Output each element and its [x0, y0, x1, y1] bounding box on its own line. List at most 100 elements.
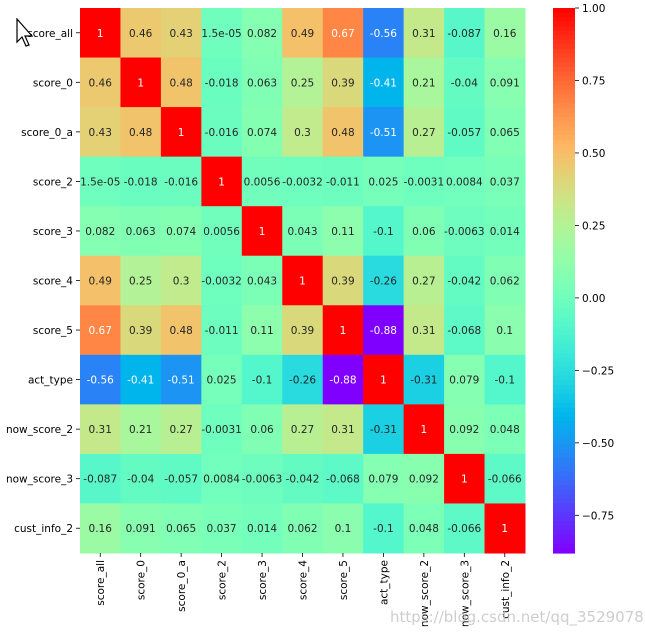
cell-annotation: -0.087	[83, 474, 117, 486]
cell-annotation: 0.062	[490, 276, 520, 288]
colorbar-segment	[553, 525, 575, 531]
heatmap-cell	[282, 57, 324, 108]
heatmap-cell	[403, 206, 445, 257]
colorbar-segment	[553, 216, 575, 223]
colorbar-segment	[553, 189, 575, 195]
colorbar-segment	[553, 434, 575, 441]
heatmap-cell	[160, 156, 202, 207]
colorbar-segment	[553, 135, 575, 141]
heatmap-cell	[160, 8, 202, 59]
colorbar-segment	[553, 398, 575, 404]
heatmap-cell	[120, 107, 162, 158]
colorbar-segment	[553, 375, 575, 382]
x-tick-label: score_5	[338, 560, 350, 600]
colorbar-segment	[553, 394, 575, 400]
cell-annotation: 0.065	[490, 127, 520, 139]
heatmap-cell	[80, 503, 121, 554]
cell-annotation: 0.1	[496, 325, 513, 337]
cell-annotation: 1	[97, 28, 104, 40]
colorbar-segment	[553, 8, 575, 14]
heatmap-cell	[201, 156, 243, 207]
heatmap-cell	[322, 305, 364, 356]
heatmap-cell	[241, 453, 283, 504]
cell-annotation: -0.31	[370, 424, 397, 436]
y-tick-label: act_type	[28, 375, 73, 387]
cell-annotation: 0.025	[207, 375, 237, 387]
heatmap-cell	[444, 503, 486, 554]
colorbar-segment	[553, 244, 575, 250]
colorbar-segment	[553, 176, 575, 182]
cell-annotation: 0.062	[287, 523, 317, 535]
colorbar-tick-label: −0.50	[582, 438, 614, 450]
cell-annotation: -0.56	[87, 375, 114, 387]
heatmap-cell	[322, 107, 364, 158]
cell-annotation: -0.087	[447, 28, 481, 40]
colorbar-segment	[553, 221, 575, 227]
colorbar-segment	[553, 198, 575, 204]
cell-annotation: 1.5e-05	[201, 28, 241, 40]
cell-annotation: 0.31	[331, 424, 354, 436]
colorbar-segment	[553, 335, 575, 341]
colorbar-segment	[553, 226, 575, 232]
heatmap-cell	[282, 107, 324, 158]
colorbar-segment	[553, 471, 575, 477]
colorbar-segment	[553, 412, 575, 418]
colorbar-segment	[553, 303, 575, 309]
cell-annotation: 0.091	[126, 523, 156, 535]
colorbar-segment	[553, 403, 575, 409]
cell-annotation: -0.0032	[201, 276, 242, 288]
colorbar-segment	[553, 430, 575, 436]
cell-annotation: -0.0063	[444, 226, 485, 238]
cell-annotation: 1	[461, 474, 468, 486]
heatmap-cell	[363, 305, 405, 356]
x-tick-label: now_score_2	[419, 560, 431, 627]
heatmap-cell	[120, 453, 162, 504]
colorbar-segment	[553, 207, 575, 213]
heatmap-cell	[322, 503, 364, 554]
colorbar-segment	[553, 67, 575, 73]
colorbar-segment	[553, 239, 575, 245]
colorbar-segment	[553, 280, 575, 286]
heatmap-cell	[80, 156, 121, 207]
cell-annotation: -0.1	[252, 375, 273, 387]
cell-annotation: 0.31	[412, 325, 435, 337]
colorbar-segment	[553, 39, 575, 45]
cell-annotation: -0.51	[168, 375, 195, 387]
heatmap-cell	[120, 404, 162, 455]
cell-annotation: 0.31	[89, 424, 112, 436]
cell-annotation: 0.39	[291, 325, 314, 337]
heatmap-cell	[403, 8, 445, 59]
cell-annotation: 0.043	[287, 226, 317, 238]
colorbar-segment	[553, 12, 575, 18]
heatmap-cell	[484, 57, 526, 108]
heatmap-cell	[201, 107, 243, 158]
cell-annotation: 0.49	[291, 28, 314, 40]
cell-annotation: 0.025	[368, 176, 398, 188]
heatmap-cell	[282, 453, 324, 504]
heatmap-cell	[160, 255, 202, 306]
cell-annotation: 0.21	[129, 424, 152, 436]
heatmap-cell	[80, 354, 121, 405]
y-tick-label: cust_info_2	[14, 523, 73, 535]
heatmap-cell	[80, 206, 121, 257]
heatmap-cell	[80, 255, 121, 306]
colorbar-segment	[553, 17, 575, 23]
colorbar-segment	[553, 285, 575, 291]
cell-annotation: 0.27	[412, 127, 435, 139]
colorbar-segment	[553, 366, 575, 372]
heatmap-cell	[444, 305, 486, 356]
cell-annotation: -0.1	[373, 226, 394, 238]
colorbar-segment	[553, 530, 575, 536]
heatmap-cell	[120, 503, 162, 554]
heatmap-cell	[160, 305, 202, 356]
cell-annotation: -0.042	[286, 474, 320, 486]
cell-annotation: -0.016	[205, 127, 239, 139]
y-tick-label: score_2	[33, 176, 73, 188]
cell-annotation: 1	[259, 226, 266, 238]
colorbar-segment	[553, 353, 575, 359]
cell-annotation: 0.3	[173, 276, 190, 288]
heatmap-cell	[160, 107, 202, 158]
cell-annotation: 0.3	[294, 127, 311, 139]
cell-annotation: 0.11	[331, 226, 354, 238]
colorbar-segment	[553, 466, 575, 472]
